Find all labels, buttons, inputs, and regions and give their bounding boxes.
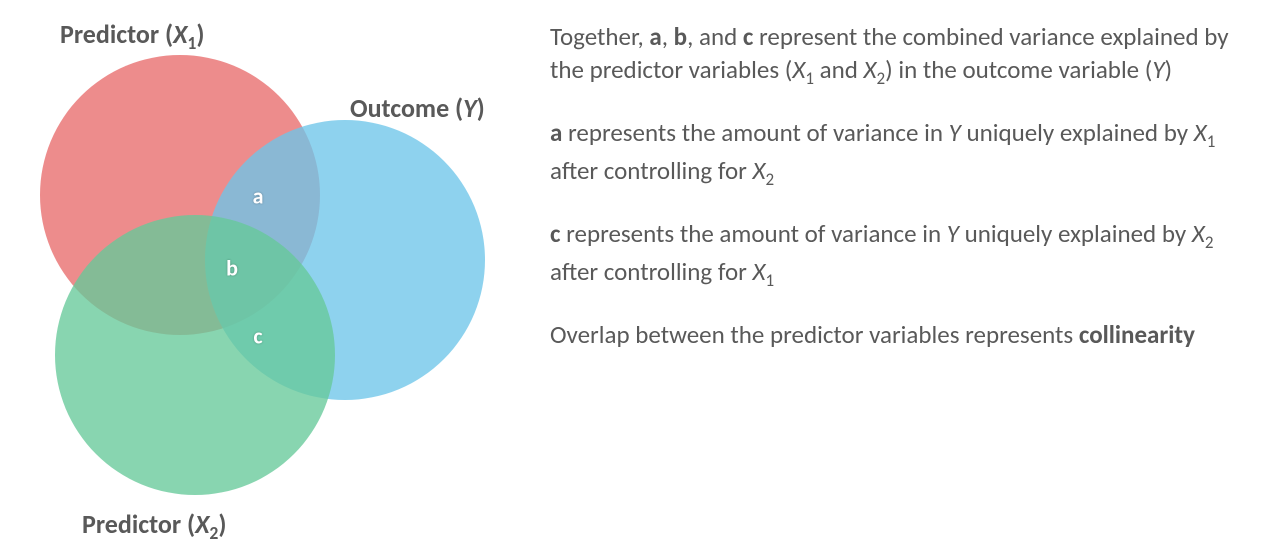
- venn-diagram-panel: Predictor (X1) Outcome (Y) Predictor (X2…: [0, 0, 540, 558]
- label-predictor-x1: Predictor (X1): [60, 18, 204, 50]
- region-label-b: b: [226, 255, 238, 282]
- explanation-paragraph-c: c represents the amount of variance in Y…: [550, 217, 1240, 292]
- venn-svg: [0, 0, 540, 558]
- label-outcome-y: Outcome (Y): [350, 92, 485, 124]
- venn-circle-x2: [55, 215, 335, 495]
- explanation-paragraph-collinearity: Overlap between the predictor variables …: [550, 318, 1240, 351]
- region-label-a: a: [253, 183, 264, 210]
- explanation-paragraph-combined: Together, a, b, and c represent the comb…: [550, 20, 1240, 90]
- region-label-c: c: [253, 323, 262, 350]
- explanation-paragraph-a: a represents the amount of variance in Y…: [550, 116, 1240, 191]
- label-predictor-x2: Predictor (X2): [82, 508, 226, 540]
- explanation-panel: Together, a, b, and c represent the comb…: [540, 0, 1280, 558]
